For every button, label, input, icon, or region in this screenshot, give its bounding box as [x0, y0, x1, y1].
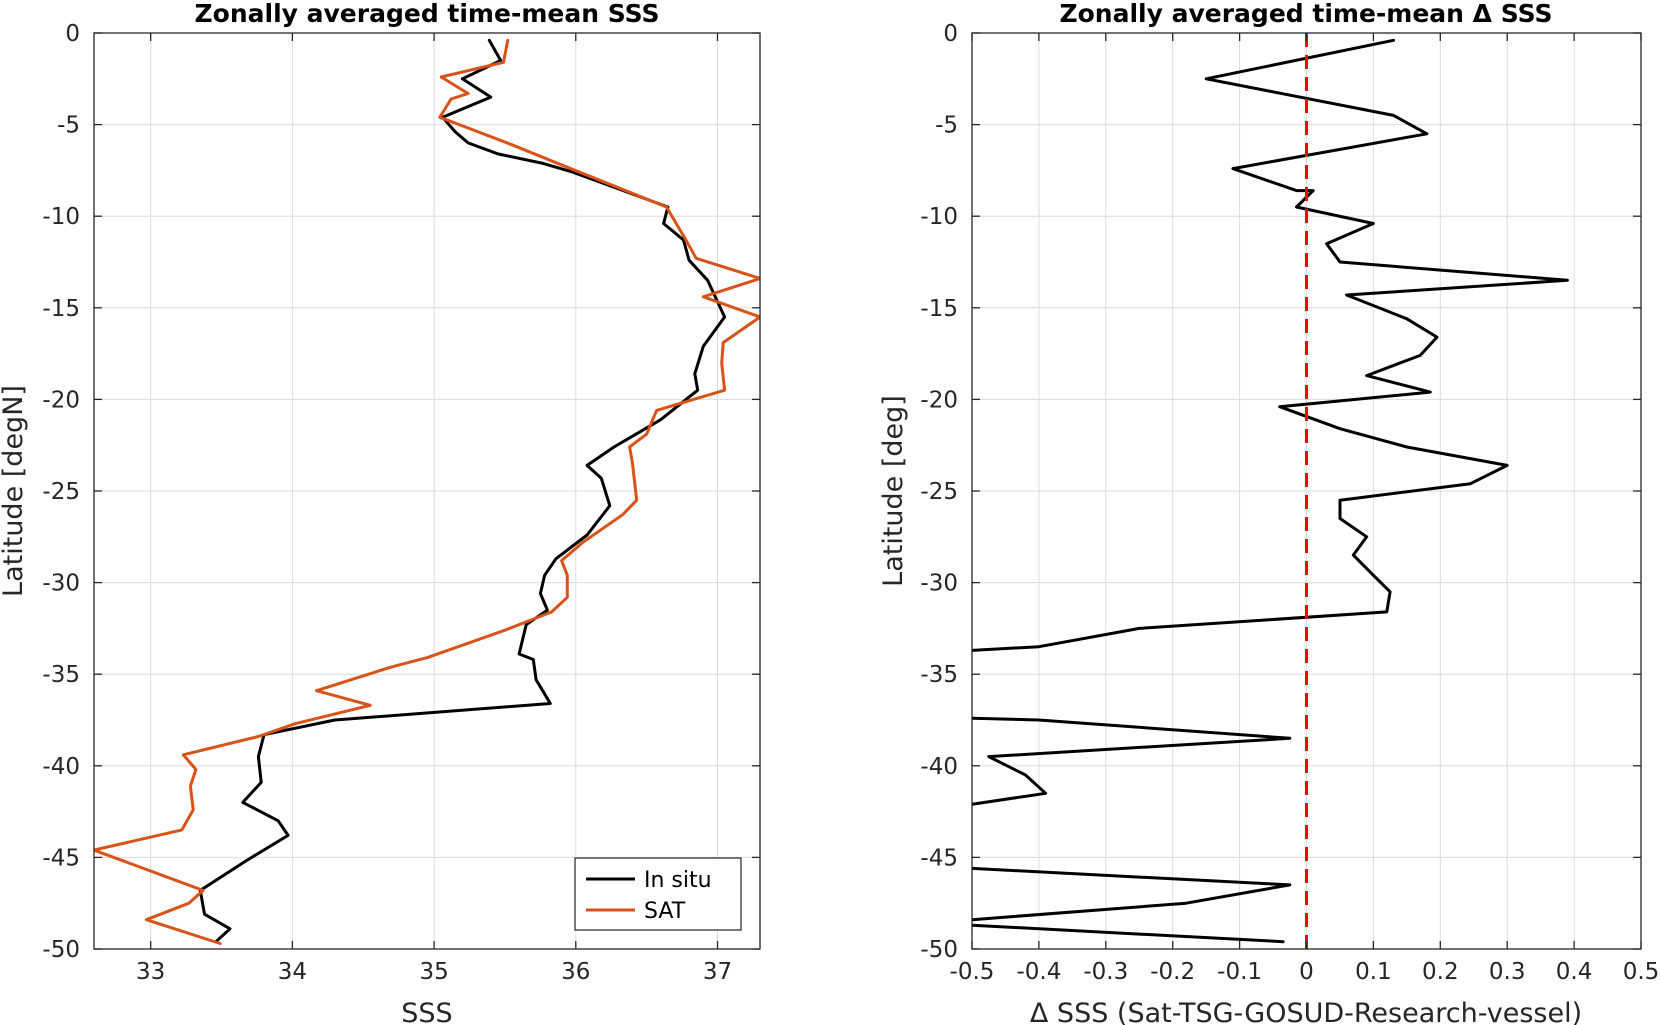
- delta-sss-y-tick-label: 0: [943, 21, 958, 47]
- delta-sss-y-tick-label: -30: [920, 571, 958, 597]
- delta-sss-y-tick-label: -40: [920, 754, 958, 780]
- sss-y-tick-label: 0: [65, 21, 80, 47]
- legend-label-sat: SAT: [644, 899, 686, 924]
- delta-sss-ticks: -0.5 -0.4 -0.3 -0.2 -0.1 0 0.1 0.2 0.3 0.4 0.5 0 -5 -…: [920, 21, 1659, 985]
- sss-line-in-situ: [198, 38, 727, 944]
- sss-y-tick-label: -15: [42, 296, 80, 322]
- sss-x-tick-label: 34: [278, 959, 307, 985]
- delta-sss-line-series: [972, 923, 1285, 944]
- delta-sss-y-axis-label: Latitude [deg]: [878, 395, 909, 587]
- sss-y-axis-label: Latitude [degN]: [0, 385, 29, 597]
- delta-sss-chart-panel: -0.5 -0.4 -0.3 -0.2 -0.1 0 0.1 0.2 0.3 0.4 0.5 0 -5 -…: [878, 0, 1659, 1025]
- legend-label-in-situ: In situ: [644, 868, 712, 893]
- delta-sss-x-tick-label: -0.4: [1016, 959, 1061, 985]
- sss-y-tick-label: -45: [42, 845, 80, 871]
- sss-y-tick-label: -25: [42, 479, 80, 505]
- delta-sss-y-tick-label: -20: [920, 387, 958, 413]
- delta-sss-line-series: [972, 866, 1292, 922]
- delta-sss-x-tick-label: 0.1: [1355, 959, 1392, 985]
- delta-sss-line-series: [972, 716, 1292, 806]
- sss-ticks: 33 34 35 36 37 0 -5 -10 -15 -20 -25 -30 -35 -40 -45 -50: [42, 21, 760, 985]
- sss-x-tick-label: 36: [561, 959, 590, 985]
- delta-sss-x-tick-label: -0.3: [1083, 959, 1128, 985]
- delta-sss-x-tick-label: 0.5: [1623, 959, 1660, 985]
- delta-sss-y-tick-label: -45: [920, 845, 958, 871]
- delta-sss-y-tick-label: -25: [920, 479, 958, 505]
- delta-sss-chart-title: Zonally averaged time-mean Δ SSS: [1060, 0, 1553, 28]
- delta-sss-y-tick-label: -35: [920, 662, 958, 688]
- delta-sss-x-tick-label: 0: [1299, 959, 1314, 985]
- sss-y-tick-label: -35: [42, 662, 80, 688]
- delta-sss-y-tick-label: -50: [920, 937, 958, 963]
- sss-x-tick-label: 33: [136, 959, 165, 985]
- delta-sss-x-tick-label: -0.2: [1150, 959, 1195, 985]
- delta-sss-x-tick-label: 0.2: [1422, 959, 1459, 985]
- delta-sss-series: [972, 33, 1569, 949]
- sss-x-axis-label: SSS: [401, 998, 452, 1025]
- sss-chart-panel: 33 34 35 36 37 0 -5 -10 -15 -20 -25 -30 -35 -40 -45 -50…: [0, 0, 761, 1025]
- delta-sss-x-tick-label: -0.1: [1217, 959, 1262, 985]
- delta-sss-x-tick-label: 0.3: [1489, 959, 1526, 985]
- delta-sss-x-tick-label: -0.5: [950, 959, 995, 985]
- sss-chart-title: Zonally averaged time-mean SSS: [195, 0, 660, 28]
- delta-sss-y-tick-label: -5: [935, 113, 958, 139]
- sss-x-tick-label: 35: [419, 959, 448, 985]
- legend-box: [574, 857, 742, 931]
- delta-sss-y-tick-label: -10: [920, 204, 958, 230]
- sss-y-tick-label: -50: [42, 937, 80, 963]
- delta-sss-y-tick-label: -15: [920, 296, 958, 322]
- sss-series: [94, 38, 760, 945]
- sss-y-tick-label: -40: [42, 754, 80, 780]
- sss-legend: In situ SAT: [574, 857, 742, 931]
- delta-sss-line-series: [972, 38, 1569, 652]
- sss-y-tick-label: -10: [42, 204, 80, 230]
- sss-x-tick-label: 37: [703, 959, 732, 985]
- sss-y-tick-label: -20: [42, 387, 80, 413]
- delta-sss-x-tick-label: 0.4: [1556, 959, 1593, 985]
- delta-sss-x-axis-label: Δ SSS (Sat-TSG-GOSUD-Research-vessel): [1030, 998, 1582, 1025]
- sss-y-tick-label: -5: [57, 113, 80, 139]
- sss-line-sat: [94, 38, 760, 945]
- sss-y-tick-label: -30: [42, 571, 80, 597]
